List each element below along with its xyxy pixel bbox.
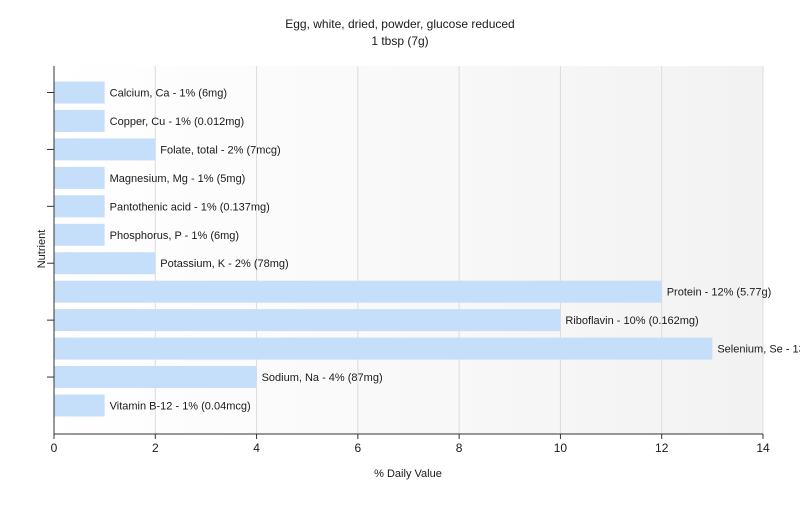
bar (54, 309, 561, 332)
bar (54, 81, 105, 104)
y-axis-label: Nutrient (36, 230, 48, 269)
bar-data-label: Folate, total - 2% (7mcg) (160, 144, 280, 156)
bar-data-label: Selenium, Se - 13% (8.8mcg) (717, 344, 800, 356)
bar-data-label: Riboflavin - 10% (0.162mg) (565, 315, 698, 327)
bar (54, 109, 105, 132)
bar-data-label: Calcium, Ca - 1% (6mg) (110, 88, 227, 100)
gridlines (154, 66, 764, 434)
chart-subtitle: 1 tbsp (7g) (371, 34, 428, 48)
bar-data-label: Sodium, Na - 4% (87mg) (262, 372, 383, 384)
bar (54, 166, 105, 189)
x-tick-label: 14 (756, 441, 770, 455)
x-tick-label: 8 (456, 441, 463, 455)
bar-data-label: Vitamin B-12 - 1% (0.04mcg) (110, 401, 251, 413)
x-tick-label: 4 (253, 441, 260, 455)
x-tick-label: 6 (355, 441, 362, 455)
bar (54, 394, 105, 417)
bars (54, 81, 713, 417)
x-tick-label: 0 (51, 441, 58, 455)
x-tick-label: 10 (554, 441, 568, 455)
bar (54, 138, 156, 161)
bar (54, 337, 713, 360)
data-labels: Calcium, Ca - 1% (6mg) Copper, Cu - 1% (0… (110, 88, 800, 413)
bar-data-label: Protein - 12% (5.77g) (667, 287, 772, 299)
bar-data-label: Magnesium, Mg - 1% (5mg) (110, 173, 246, 185)
bar (54, 366, 257, 389)
ticks: 0 2 4 6 8 10 12 14 (47, 92, 770, 455)
chart-title: Egg, white, dried, powder, glucose reduc… (285, 17, 514, 31)
bar (54, 280, 662, 303)
bar-data-label: Phosphorus, P - 1% (6mg) (110, 230, 239, 242)
bar-data-label: Copper, Cu - 1% (0.012mg) (110, 116, 245, 128)
bar-data-label: Pantothenic acid - 1% (0.137mg) (110, 201, 270, 213)
axes (53, 66, 763, 435)
x-tick-label: 2 (152, 441, 159, 455)
bar (54, 195, 105, 218)
bar (54, 252, 156, 275)
x-tick-label: 12 (655, 441, 669, 455)
x-axis-label: % Daily Value (374, 468, 442, 480)
bar (54, 223, 105, 246)
bar-data-label: Potassium, K - 2% (78mg) (160, 258, 288, 270)
